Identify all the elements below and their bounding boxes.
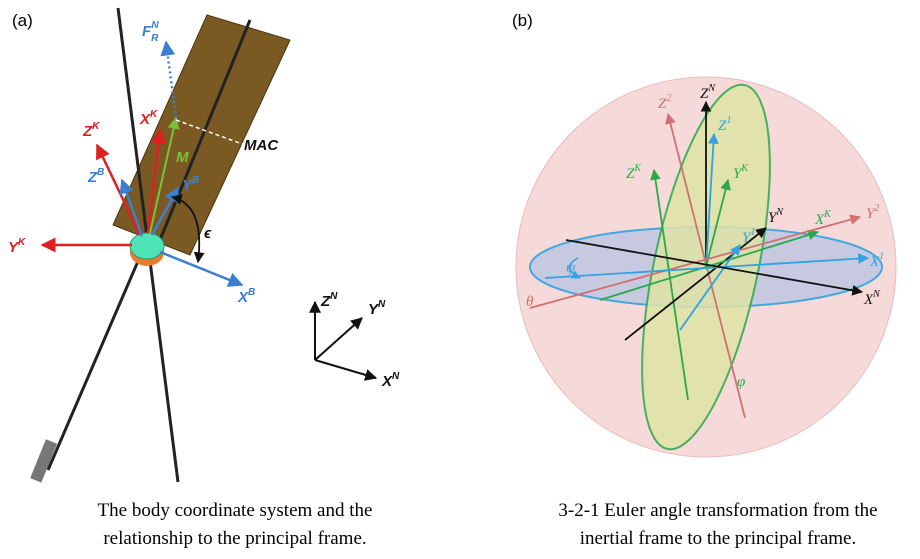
moment-label: M [176,149,189,166]
label-sup: N [151,20,159,31]
label-sup: B [248,287,255,298]
label-sup: K [150,109,158,120]
axis-label: ZK [82,121,100,140]
axis-label: XN [381,371,400,390]
label-sup: 1 [750,227,755,238]
label-sup: K [18,237,26,248]
rotor-drawing [30,8,376,483]
figure: (a) (b) [0,0,920,559]
label-sup: N [378,299,386,310]
label-sup: B [97,167,104,178]
caption: 3-2-1 Euler angle transformation from th… [558,500,877,521]
label-sup: 2 [874,203,879,214]
axis-label: YN [368,299,386,318]
axis-label: YK [8,237,26,256]
label-sup: B [192,175,199,186]
caption: relationship to the principal frame. [103,528,366,549]
panel-label: (b) [512,11,533,30]
label-sup: 2 [666,93,671,104]
axis-label: XB [237,287,255,306]
angle-label: ψ [566,260,576,276]
label-sup: 1 [879,251,884,262]
axis-label: MAC [244,137,279,154]
label-sup: N [330,291,338,302]
axis-label: ZB [87,167,104,186]
label-sup: N [872,289,881,300]
label-sup: N [707,83,716,94]
label-sup: N [775,207,784,218]
label-sup: K [92,121,100,132]
angle-label: θ [526,294,534,310]
label-sub: R [151,33,159,44]
axis-label: ZN [320,291,338,310]
label-sup: N [392,371,400,382]
caption: The body coordinate system and the [98,500,373,521]
label-sup: K [740,163,749,174]
axis-label: FRN [142,20,159,44]
caption: inertial frame to the principal frame. [580,528,856,549]
label-sup: 1 [726,115,731,126]
angle-label: ϵ [204,225,212,242]
axis-label: XK [139,109,158,128]
label-sup: K [633,163,642,174]
panel-label: (a) [12,11,33,30]
label-sup: K [823,209,832,220]
angle-label: φ [737,374,745,390]
